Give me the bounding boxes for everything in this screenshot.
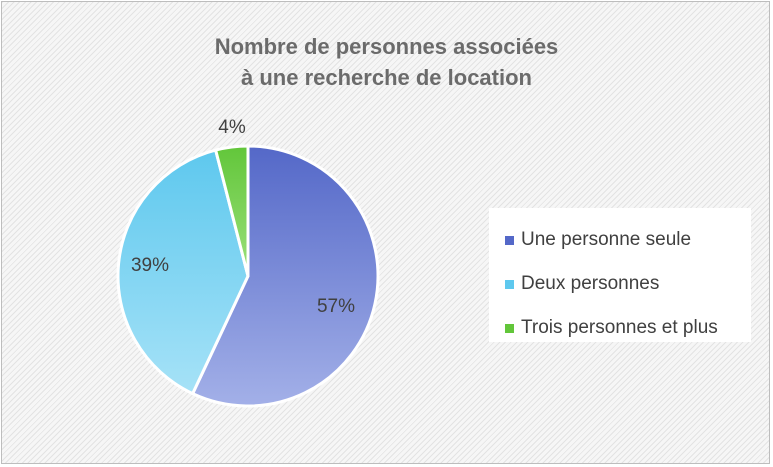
legend-label: Trois personnes et plus	[521, 317, 718, 338]
legend-swatch	[505, 235, 514, 245]
legend-label: Deux personnes	[521, 273, 660, 294]
pie-slice	[191, 144, 380, 408]
chart-title-line-1: Nombre de personnes associées	[214, 34, 559, 59]
legend-item-deux-personnes: Deux personnes	[489, 262, 751, 306]
chart-title: Nombre de personnes associées à une rech…	[0, 31, 773, 93]
legend-item-trois-personnes-et-plus: Trois personnes et plus	[489, 306, 751, 350]
legend-label: Une personne seule	[521, 229, 692, 250]
chart-title-line-2: à une recherche de location	[241, 65, 532, 90]
pie-slice	[214, 144, 250, 278]
legend: Une personne seule Deux personnes Trois …	[489, 208, 751, 342]
data-label: 57%	[317, 296, 355, 317]
legend-item-une-personne-seule: Une personne seule	[489, 218, 751, 262]
legend-swatch	[505, 323, 514, 333]
data-label: 39%	[131, 255, 169, 276]
pie-slice	[116, 148, 250, 396]
legend-swatch	[505, 279, 514, 289]
data-label: 4%	[218, 117, 246, 138]
